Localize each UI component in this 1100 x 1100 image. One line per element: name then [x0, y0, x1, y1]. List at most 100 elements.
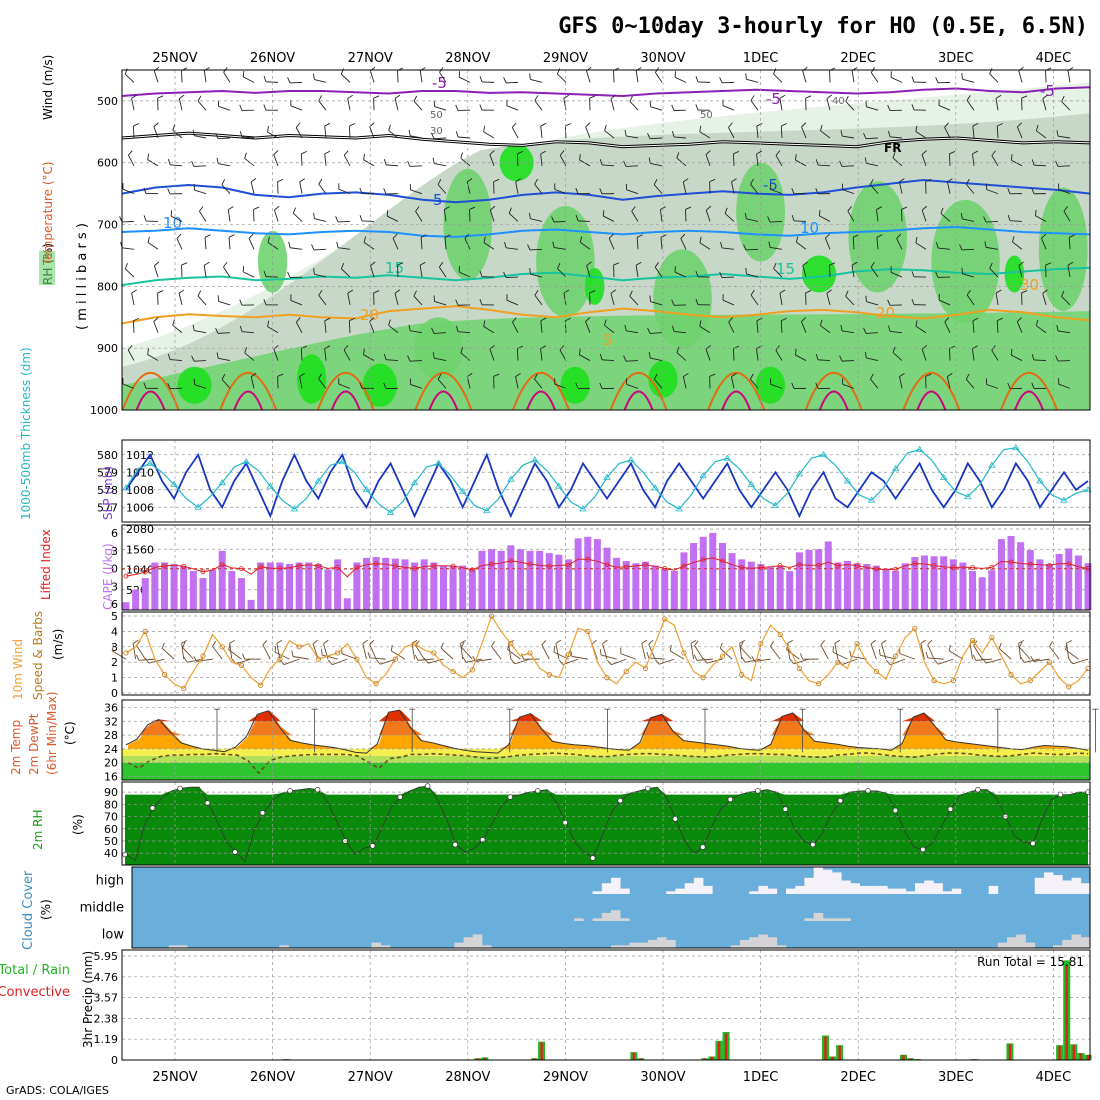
thickness-axis-label: 1000-500mb Thickness (dm)	[19, 347, 33, 520]
lifted-index-marker	[315, 563, 321, 569]
wind-barb	[654, 266, 663, 278]
wind-barb	[409, 165, 423, 167]
lifted-index-marker	[1047, 562, 1052, 568]
rh2m-tick-label: 40	[104, 847, 118, 860]
rh2m-marker	[259, 810, 266, 816]
wind-barb-flag	[911, 298, 915, 305]
thickness-marker	[891, 464, 900, 472]
wind-barb-flag	[570, 650, 573, 657]
wind-barb	[1033, 658, 1050, 662]
lifted-index-marker	[989, 565, 995, 570]
precip-frame	[121, 949, 1091, 1061]
wind-barb	[193, 165, 207, 167]
wind-barb	[242, 271, 255, 278]
wind-barb	[197, 295, 207, 306]
cloud-axis-unit: (%)	[39, 899, 53, 920]
wind-barb	[506, 247, 519, 250]
wind-speed-marker	[912, 625, 918, 631]
wind-barb-flag	[876, 206, 882, 210]
wind-barb	[434, 163, 447, 167]
lifted-index-marker	[373, 561, 379, 567]
wind-barb-flag	[995, 289, 1002, 294]
wind-barb-flag	[394, 289, 401, 294]
cape-bar	[863, 564, 871, 610]
wind-barb	[553, 651, 569, 660]
wind-barb-flag	[287, 271, 291, 278]
temp2m-tick-label: 36	[104, 701, 118, 714]
wind-barb-flag	[636, 234, 643, 238]
wind-barb	[369, 644, 377, 660]
wind-barb	[699, 242, 711, 250]
lifted-index-axis-label: Lifted Index	[39, 529, 53, 600]
rh2m-marker	[700, 844, 706, 850]
wind-barb	[730, 376, 735, 389]
wind-speed-marker	[931, 678, 937, 684]
top-date-label: 28NOV	[445, 51, 490, 66]
wind-speed-line	[125, 614, 1089, 690]
wind-barb-flag	[540, 122, 547, 127]
wind-barb-flag	[791, 382, 795, 389]
wind-barb	[127, 349, 135, 361]
temp-contour-25	[609, 371, 668, 411]
wind-barb	[915, 325, 927, 334]
lifted-index-marker	[623, 564, 629, 570]
wind-barb	[314, 273, 327, 278]
wind-barb	[534, 183, 543, 194]
wind-barb-flag	[335, 216, 339, 223]
wind-barb-flag	[534, 289, 539, 296]
thickness-marker	[483, 506, 491, 514]
cloud-bar-low	[1053, 945, 1063, 948]
wind-barb-flag	[728, 317, 733, 323]
wind-barb	[290, 247, 303, 250]
thickness-marker	[603, 473, 611, 480]
wind-barb	[153, 321, 159, 333]
wind-barb	[131, 98, 135, 111]
wind-barb-flag	[1066, 639, 1072, 644]
rh-blob	[653, 249, 712, 349]
wind-barb-flag	[455, 325, 459, 332]
thickness-tick-label: 580	[97, 449, 118, 462]
cloud-bar-middle	[611, 910, 621, 921]
contour-label: FR	[884, 141, 901, 155]
thickness-marker	[338, 457, 347, 465]
cloud-bar-low	[620, 945, 630, 948]
wind-barb-flag	[818, 209, 821, 216]
rh2m-marker	[1030, 840, 1036, 847]
wind-barb-flag	[623, 160, 627, 167]
contour-label: 15	[776, 260, 795, 278]
wind-barb	[540, 348, 543, 361]
wind-barb-flag	[694, 640, 699, 646]
cape-bar	[767, 567, 775, 610]
rh2m-tick-label: 50	[104, 835, 118, 848]
wind-barb-flag	[521, 653, 525, 660]
cape-bar	[295, 562, 303, 610]
cape-bar	[1065, 548, 1073, 610]
cape-bar	[497, 550, 505, 610]
lifted-index-marker	[720, 558, 725, 564]
wind-barb-flag	[511, 122, 517, 128]
wind-speed-marker	[335, 650, 341, 656]
wind-speed-marker	[181, 685, 187, 691]
bottom-date-label: 2DEC	[840, 1070, 876, 1085]
wind-barb-flag	[966, 95, 971, 101]
wind-barb	[820, 325, 831, 334]
wind-barb-flag	[599, 353, 603, 360]
wind-barb-flag	[1018, 639, 1025, 644]
wind-barb-flag	[408, 324, 411, 331]
cape-bar	[237, 578, 245, 610]
wind-barb	[845, 101, 855, 111]
wind-barb	[194, 135, 207, 139]
wind-barb-flag	[529, 268, 531, 275]
wind-barb	[348, 320, 351, 333]
wind-barb	[780, 320, 783, 333]
wind-barb	[338, 188, 351, 195]
wind-barb	[746, 78, 759, 83]
wind-barb-flag	[124, 263, 128, 270]
cloud-bar-middle	[822, 918, 833, 921]
cloud-bar-low	[997, 942, 1008, 948]
rh2m-marker	[947, 806, 954, 812]
cape-bar	[641, 561, 649, 610]
wind-barb	[779, 293, 783, 305]
wind-speed-marker	[681, 650, 687, 656]
